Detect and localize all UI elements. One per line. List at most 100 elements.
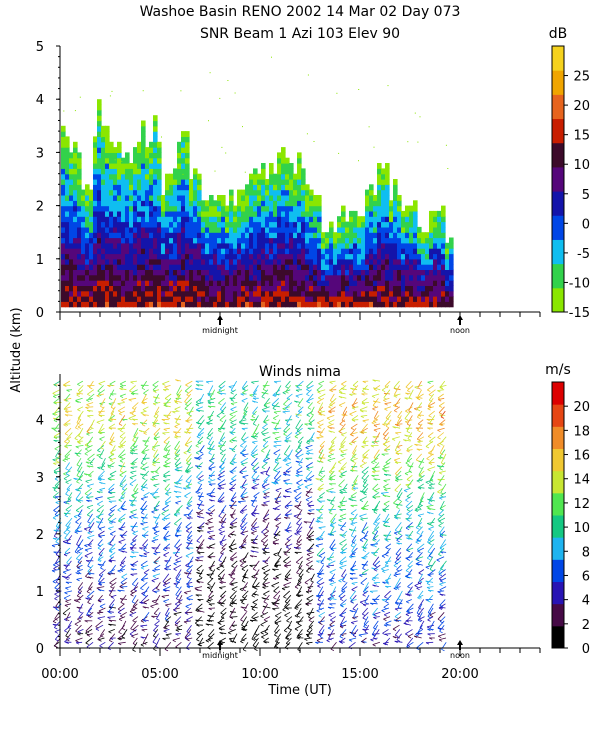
wind-barb-flag (220, 604, 224, 607)
snr-cell (149, 157, 154, 164)
snr-cell (121, 195, 126, 201)
snr-cell (109, 221, 114, 228)
wind-barb-flag (186, 597, 190, 600)
wind-barb (219, 535, 226, 545)
snr-cell (85, 258, 90, 265)
snr-cell (417, 274, 422, 281)
snr-cell (181, 184, 186, 191)
snr-cell (405, 258, 410, 265)
snr-cell (253, 280, 258, 286)
snr-cell (289, 163, 294, 169)
wind-barb (131, 577, 138, 585)
snr-cell (169, 226, 174, 233)
wind-barb (74, 530, 83, 533)
snr-cell (165, 258, 170, 265)
wind-barb (117, 406, 126, 412)
snr-cell (121, 173, 126, 180)
wind-barb (232, 633, 238, 642)
wind-barb-flag (53, 462, 57, 466)
wind-barb (142, 526, 149, 530)
wind-barb (161, 594, 169, 597)
snr-cell (181, 179, 186, 185)
snr-cell (173, 232, 178, 239)
wind-barb-flag (99, 438, 103, 441)
wind-barb-flag (142, 535, 147, 538)
wind-barb-flag (207, 447, 211, 450)
wind-barb-flag (110, 453, 114, 456)
wind-barb-flag (84, 545, 88, 548)
wind-barb-flag (63, 408, 68, 412)
snr-cell (265, 274, 270, 281)
snr-cell (353, 264, 358, 270)
snr-cell (325, 237, 330, 244)
wind-barb-flag (143, 549, 147, 552)
snr-speck (208, 120, 209, 122)
wind-barb (220, 406, 227, 413)
snr-cell (289, 184, 294, 191)
snr-cell (277, 274, 282, 281)
wind-barb (67, 620, 73, 628)
snr-cell (369, 248, 374, 255)
wind-barb-flag (174, 408, 178, 412)
snr-cell (377, 179, 382, 185)
snr-cell (149, 280, 154, 286)
snr-colorbar-label: 25 (573, 70, 590, 85)
wind-barb-flag (64, 592, 68, 595)
wind-barb-flag (63, 501, 67, 505)
snr-cell (197, 221, 202, 228)
snr-cell (189, 296, 194, 302)
wind-barb-flag (118, 413, 123, 416)
snr-cell (153, 147, 158, 153)
snr-cell (109, 147, 114, 153)
wind-barb (65, 487, 71, 495)
wind-barb (151, 440, 159, 450)
snr-cell (157, 226, 162, 233)
snr-cell (81, 285, 86, 292)
wind-barb-flag (109, 439, 114, 442)
wind-barb-flag (196, 572, 200, 575)
wind-barb (175, 629, 183, 631)
snr-cell (157, 221, 162, 228)
snr-cell (121, 274, 126, 281)
wind-barb-flag (220, 565, 225, 568)
wind-barb (87, 603, 94, 612)
snr-cell (101, 136, 106, 143)
snr-cell (61, 285, 66, 292)
wind-barb-flag (132, 533, 136, 536)
wind-barb (65, 504, 73, 511)
wind-barb (220, 607, 227, 614)
snr-cell (289, 301, 294, 308)
wind-barb-flag (209, 545, 213, 549)
snr-cell (201, 200, 206, 207)
snr-cell (449, 280, 454, 286)
snr-cell (125, 200, 130, 207)
snr-cell (417, 301, 422, 308)
wind-barb (265, 522, 270, 530)
snr-cell (177, 285, 182, 292)
snr-cell (253, 168, 258, 175)
wind-barb-flag (198, 547, 202, 550)
snr-cell (445, 274, 450, 281)
wind-barb-flag (95, 498, 99, 501)
wind-barb-flag (54, 413, 58, 416)
snr-cell (229, 242, 234, 249)
snr-cell (441, 237, 446, 244)
snr-cell (269, 296, 274, 302)
snr-cell (101, 147, 106, 153)
wind-barb (131, 522, 138, 531)
wind-barb (263, 492, 270, 495)
snr-cell (433, 258, 438, 265)
snr-cell (385, 258, 390, 265)
snr-cell (133, 210, 138, 217)
snr-cell (305, 290, 310, 297)
snr-cell (237, 290, 242, 297)
snr-cell (385, 226, 390, 233)
snr-cell (133, 242, 138, 249)
wind-barb (76, 560, 82, 567)
wind-barb (229, 457, 236, 464)
snr-cell (89, 285, 94, 292)
snr-cell (105, 152, 110, 159)
snr-cell (393, 221, 398, 228)
snr-cell (361, 274, 366, 281)
snr-cell (413, 221, 418, 228)
